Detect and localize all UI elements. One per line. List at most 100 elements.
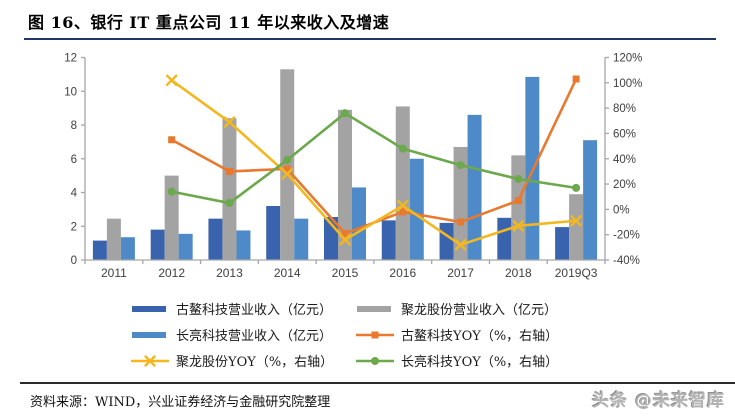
legend-item-4: 聚龙股份YOY（%，右轴） — [130, 349, 355, 372]
x-axis-label: 2014 — [274, 266, 301, 280]
bar-2-2015 — [352, 187, 366, 260]
square-line-swatch-icon — [356, 331, 394, 338]
right-axis-tick-label: 60% — [613, 128, 636, 140]
x-axis-label: 2013 — [216, 266, 243, 280]
chart-legend: 古鳌科技营业收入（亿元） 聚龙股份营业收入（亿元） 长亮科技营业收入（亿元） 古鳌科技… — [0, 297, 735, 372]
square-marker — [341, 229, 349, 237]
bar-0-2018 — [497, 217, 512, 260]
x-line-swatch-icon — [131, 354, 169, 367]
left-axis-tick-label: 4 — [71, 188, 78, 200]
x-marker — [570, 215, 582, 227]
footer-divider — [20, 382, 735, 384]
figure-title: 图 16、银行 IT 重点公司 11 年以来收入及增速 — [28, 13, 390, 32]
x-axis-label: 2017 — [447, 266, 474, 280]
square-marker — [572, 75, 580, 83]
legend-item-3: 古鳌科技YOY（%，右轴） — [355, 323, 605, 346]
x-axis-label: 2011 — [101, 266, 127, 280]
bar-0-2014 — [266, 206, 281, 260]
bar-1-2019Q3 — [569, 194, 584, 260]
bar-1-2017 — [453, 146, 468, 260]
bar-2-2017 — [467, 114, 482, 260]
left-axis-tick-label: 2 — [71, 221, 77, 233]
x-marker — [339, 234, 351, 246]
right-axis-tick-label: 120% — [613, 53, 642, 65]
circle-marker — [167, 187, 176, 196]
legend-item-0: 古鳌科技营业收入（亿元） — [130, 297, 355, 320]
right-axis-tick-label: 40% — [613, 154, 636, 166]
bar-swatch-icon — [132, 331, 166, 338]
circle-marker — [283, 156, 292, 165]
x-marker — [454, 239, 467, 251]
bar-1-2015 — [338, 109, 352, 260]
line-series-2 — [171, 111, 577, 205]
x-marker — [223, 116, 236, 128]
left-axis-tick-label: 8 — [71, 120, 77, 132]
bar-2-2011 — [120, 237, 135, 260]
x-marker — [281, 168, 293, 180]
legend-item-1: 聚龙股份营业收入（亿元） — [355, 297, 605, 320]
bar-0-2016 — [381, 220, 396, 260]
right-axis-tick-label: 100% — [613, 78, 642, 90]
bar-0-2013 — [208, 218, 223, 260]
bar-0-2012 — [150, 229, 165, 260]
legend-label: 古鳌科技营业收入（亿元） — [176, 303, 333, 318]
square-marker — [168, 136, 176, 144]
x-axis-label: 2018 — [505, 266, 532, 280]
bar-1-2018 — [511, 155, 526, 260]
left-axis-tick-label: 10 — [64, 86, 77, 98]
legend-label: 聚龙股份YOY（%，右轴） — [176, 355, 334, 370]
bar-0-2011 — [92, 240, 107, 260]
source-note: 资料来源：WIND，兴业证券经济与金融研究院整理 — [30, 395, 331, 410]
left-axis-tick-label: 0 — [71, 255, 77, 267]
circle-marker — [341, 109, 349, 118]
bar-swatch-icon — [132, 305, 166, 312]
bar-2-2013 — [236, 230, 251, 260]
bar-1-2016 — [395, 106, 410, 260]
watermark-logo: 头条 @未来智库 — [592, 391, 725, 411]
right-axis-tick-label: -40% — [613, 255, 640, 267]
bar-2-2019Q3 — [583, 140, 598, 260]
x-axis-label: 2019Q3 — [555, 266, 598, 280]
left-axis-tick-label: 12 — [64, 53, 77, 65]
right-axis-tick-label: -20% — [613, 230, 640, 242]
square-marker — [225, 167, 233, 175]
x-axis-label: 2015 — [332, 266, 359, 280]
legend-label: 古鳌科技YOY（%，右轴） — [401, 329, 559, 344]
x-axis-label: 2016 — [389, 266, 416, 280]
bar-0-2019Q3 — [555, 227, 570, 260]
legend-item-2: 长亮科技营业收入（亿元） — [130, 323, 355, 346]
circle-marker — [398, 144, 407, 153]
bar-1-2012 — [164, 175, 179, 260]
legend-label: 长亮科技YOY（%，右轴） — [401, 355, 559, 370]
circle-line-swatch-icon — [356, 356, 394, 365]
legend-label: 聚龙股份营业收入（亿元） — [401, 303, 558, 318]
square-marker — [283, 165, 291, 173]
circle-marker — [572, 183, 581, 192]
legend-item-5: 长亮科技YOY（%，右轴） — [355, 349, 605, 372]
right-axis-tick-label: 0% — [613, 204, 630, 216]
bar-2-2016 — [409, 158, 424, 260]
circle-marker — [456, 161, 465, 170]
bar-swatch-icon — [357, 305, 391, 312]
bar-2-2014 — [294, 218, 309, 260]
circle-marker — [225, 199, 234, 208]
square-marker — [399, 208, 407, 216]
bar-1-2014 — [280, 69, 295, 260]
x-marker — [512, 220, 525, 232]
left-axis-tick-label: 6 — [71, 154, 77, 166]
right-axis-tick-label: 80% — [613, 103, 636, 115]
bar-2-2012 — [178, 233, 193, 260]
legend-label: 长亮科技营业收入（亿元） — [176, 329, 333, 344]
circle-marker — [514, 175, 523, 183]
x-marker — [397, 199, 409, 212]
square-marker — [514, 197, 522, 205]
revenue-growth-combo-chart: 0 2 4 6 8 10 12 -40% -20% 0% 20% 40% 60% 80% 100% 120% 2… — [64, 53, 642, 281]
bar-1-2011 — [106, 218, 121, 260]
bar-0-2017 — [439, 222, 454, 260]
right-axis-tick-label: 20% — [613, 179, 636, 191]
x-axis-label: 2012 — [158, 266, 185, 280]
bar-1-2013 — [222, 118, 237, 260]
square-marker — [457, 218, 465, 226]
line-series-1 — [170, 79, 577, 247]
